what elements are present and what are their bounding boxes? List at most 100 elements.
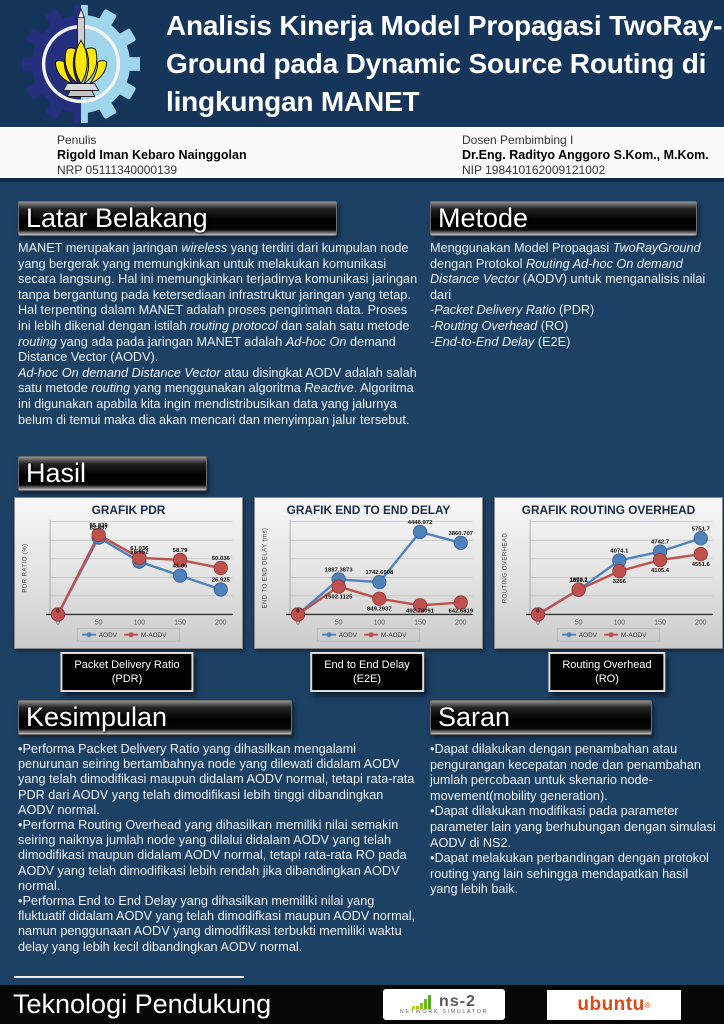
caption-line1: End to End Delay — [324, 659, 410, 671]
svg-text:26.925: 26.925 — [212, 578, 231, 584]
svg-text:4105.4: 4105.4 — [651, 568, 670, 574]
caption-line2: (PDR) — [111, 673, 143, 685]
caption-line1: Routing Overhead — [562, 659, 652, 671]
pdr-chart-panel: GRAFIK PDR PDR RATIO (%) 0 50 100 150 200 82.89… — [14, 497, 243, 649]
supervisor-id: NIP 198410162009121002 — [462, 163, 606, 177]
caption-pdr: Packet Delivery Ratio (PDR) — [60, 652, 194, 692]
svg-text:50: 50 — [95, 619, 103, 626]
bullet-item: Performa Routing Overhead yang dihasilka… — [18, 818, 420, 894]
section-heading-metode: Metode — [430, 201, 697, 236]
section-heading-kesimpulan: Kesimpulan — [18, 700, 292, 735]
caption-line2: (RO) — [595, 673, 619, 685]
svg-text:100: 100 — [374, 619, 386, 626]
author-label: Penulis — [57, 133, 97, 147]
svg-text:5751.7: 5751.7 — [692, 526, 711, 532]
author-id: NRP 05111340000139 — [57, 163, 178, 177]
ns2-logo-text: ns-2 — [439, 993, 476, 1010]
svg-text:0: 0 — [296, 619, 300, 626]
paragraph: -Routing Overhead (RO) — [430, 318, 569, 333]
svg-text:4074.1: 4074.1 — [610, 549, 629, 555]
heading-text: Latar Belakang — [26, 203, 208, 233]
svg-text:85.839: 85.839 — [90, 523, 109, 529]
svg-text:1887.3873: 1887.3873 — [325, 568, 354, 574]
kesimpulan-text: Performa Packet Delivery Ratio yang diha… — [18, 742, 420, 955]
svg-text:M-AODV: M-AODV — [381, 632, 407, 639]
paragraph: Menggunakan Model Propagasi TwoRayGround… — [430, 241, 706, 302]
divider-line — [14, 976, 244, 978]
e2e-chart-panel: GRAFIK END TO END DELAY END TO END DELAY … — [254, 497, 483, 649]
author-name: Rigold Iman Kebaro Nainggolan — [57, 148, 247, 162]
svg-text:50: 50 — [575, 619, 583, 626]
heading-text: Kesimpulan — [26, 702, 168, 732]
poster-title: Analisis Kinerja Model Propagasi TwoRay-… — [166, 10, 723, 117]
ubuntu-logo: ubuntu ® — [547, 990, 681, 1020]
pdr-chart: GRAFIK PDR PDR RATIO (%) 0 50 100 150 200 82.89… — [21, 503, 233, 642]
paragraph: Ad-hoc On demand Distance Vector atau di… — [18, 365, 417, 427]
paragraph: -Packet Delivery Ratio (PDR) — [430, 303, 595, 318]
its-logo — [22, 5, 140, 123]
svg-text:100: 100 — [614, 619, 626, 626]
svg-text:0: 0 — [536, 619, 540, 626]
svg-text:GRAFIK ROUTING OVERHEAD: GRAFIK ROUTING OVERHEAD — [522, 503, 696, 517]
svg-text:4742.7: 4742.7 — [651, 540, 670, 546]
svg-text:4551.6: 4551.6 — [692, 562, 711, 568]
svg-text:1742.6508: 1742.6508 — [365, 570, 394, 576]
svg-text:3266: 3266 — [613, 579, 627, 585]
svg-text:GRAFIK PDR: GRAFIK PDR — [92, 503, 166, 517]
svg-text:50: 50 — [335, 619, 343, 626]
svg-text:M-AODV: M-AODV — [621, 632, 647, 639]
ro-chart-panel: GRAFIK ROUTING OVERHEAD ROUTING OVERHEAD 0… — [494, 497, 723, 649]
paragraph: MANET merupakan jaringan wireless yang t… — [18, 241, 418, 365]
bullet-item: Dapat melakukan perbandingan dengan prot… — [430, 851, 716, 898]
author-block: Penulis Rigold Iman Kebaro Nainggolan NR… — [57, 133, 247, 178]
registered-mark: ® — [644, 1000, 651, 1010]
caption-line1: Packet Delivery Ratio — [74, 659, 180, 671]
latar-belakang-text: MANET merupakan jaringan wireless yang t… — [18, 241, 420, 428]
svg-text:1859.1: 1859.1 — [570, 578, 589, 584]
svg-text:61.036: 61.036 — [130, 546, 149, 552]
bullet-item: Dapat dilakukan modifikasi pada paramete… — [430, 804, 716, 851]
caption-ro: Routing Overhead (RO) — [548, 652, 666, 692]
svg-text:ROUTING OVERHEAD: ROUTING OVERHEAD — [501, 533, 508, 604]
svg-text:1872.2: 1872.2 — [570, 578, 589, 584]
svg-text:3860.707: 3860.707 — [448, 531, 473, 537]
svg-text:AODV: AODV — [579, 632, 598, 639]
svg-text:4446.972: 4446.972 — [408, 520, 433, 526]
ns2-logo-subtitle: NETWORK SIMULATOR — [399, 1009, 489, 1015]
svg-text:0: 0 — [296, 608, 300, 614]
svg-text:41.86: 41.86 — [173, 564, 188, 570]
ubuntu-logo-text: ubuntu — [577, 994, 645, 1015]
section-heading-saran: Saran — [430, 700, 652, 735]
svg-text:50.036: 50.036 — [212, 556, 231, 562]
bullet-item: Dapat dilakukan dengan penambahan atau p… — [430, 742, 716, 804]
header: Analisis Kinerja Model Propagasi TwoRay-… — [0, 0, 724, 127]
section-heading-hasil: Hasil — [18, 456, 207, 491]
saran-text: Dapat dilakukan dengan penambahan atau p… — [430, 742, 716, 898]
svg-text:492.78091: 492.78091 — [406, 608, 435, 614]
svg-text:849.2937: 849.2937 — [367, 607, 392, 613]
bullet-item: Performa End to End Delay yang dihasilka… — [18, 894, 420, 955]
heading-text: Hasil — [26, 458, 87, 488]
svg-text:GRAFIK END TO END DELAY: GRAFIK END TO END DELAY — [287, 503, 451, 517]
signal-bars-icon — [412, 995, 432, 1009]
svg-text:200: 200 — [455, 619, 467, 626]
svg-text:82.897: 82.897 — [90, 526, 109, 532]
svg-text:PDR RATIO (%): PDR RATIO (%) — [21, 543, 28, 592]
supervisor-label: Dosen Pembimbing I — [462, 133, 574, 147]
svg-text:END TO END DELAY (ms): END TO END DELAY (ms) — [261, 528, 268, 609]
metode-text: Menggunakan Model Propagasi TwoRayGround… — [430, 241, 716, 350]
e2e-chart: GRAFIK END TO END DELAY END TO END DELAY … — [261, 503, 474, 642]
svg-text:0: 0 — [536, 608, 540, 614]
svg-text:642.6819: 642.6819 — [448, 608, 473, 614]
svg-text:0: 0 — [56, 619, 60, 626]
svg-text:150: 150 — [174, 619, 186, 626]
svg-text:100: 100 — [134, 619, 146, 626]
svg-text:150: 150 — [654, 619, 666, 626]
svg-text:M-AODV: M-AODV — [141, 632, 167, 639]
heading-text: Saran — [438, 702, 511, 732]
footer-title: Teknologi Pendukung — [13, 989, 272, 1019]
svg-text:58.79: 58.79 — [173, 548, 188, 554]
svg-text:150: 150 — [414, 619, 426, 626]
svg-text:0: 0 — [56, 608, 60, 614]
